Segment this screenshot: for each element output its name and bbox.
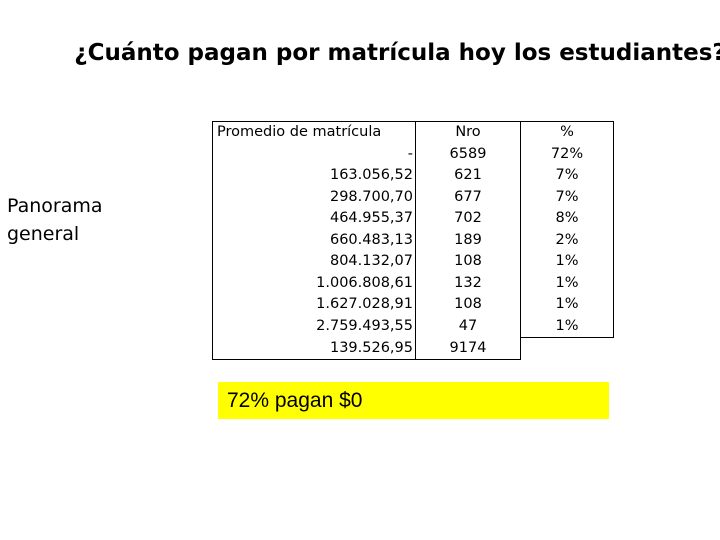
cell-promedio: 163.056,52	[212, 165, 416, 187]
cell-promedio: 1.627.028,91	[212, 294, 416, 316]
cell-promedio: 660.483,13	[212, 229, 416, 251]
cell-nro: 132	[415, 272, 521, 294]
cell-pct: 72%	[520, 143, 614, 165]
table-row: 804.132,07 108 1%	[212, 251, 614, 273]
header-nro: Nro	[415, 121, 521, 144]
cell-nro: 108	[415, 294, 521, 316]
cell-promedio: 464.955,37	[212, 208, 416, 230]
cell-pct: 1%	[520, 272, 614, 294]
table-row: 660.483,13 189 2%	[212, 229, 614, 251]
cell-pct: 2%	[520, 229, 614, 251]
highlight-callout: 72% pagan $0	[218, 382, 609, 419]
cell-pct: 7%	[520, 165, 614, 187]
cell-promedio: -	[212, 143, 416, 165]
side-label: Panorama general	[7, 195, 103, 245]
tuition-table: Promedio de matrícula Nro % - 6589 72% 1…	[212, 121, 614, 360]
table-row: 1.006.808,61 132 1%	[212, 272, 614, 294]
table-row: 2.759.493,55 47 1%	[212, 315, 614, 338]
cell-nro: 6589	[415, 143, 521, 165]
header-promedio: Promedio de matrícula	[212, 121, 416, 144]
cell-pct: 7%	[520, 186, 614, 208]
table-row: 1.627.028,91 108 1%	[212, 294, 614, 316]
cell-nro: 47	[415, 315, 521, 338]
cell-promedio: 804.132,07	[212, 251, 416, 273]
table-total-row: 139.526,95 9174	[212, 337, 614, 360]
header-pct: %	[520, 121, 614, 144]
cell-pct: 1%	[520, 294, 614, 316]
table-header-row: Promedio de matrícula Nro %	[212, 121, 614, 144]
cell-pct: 8%	[520, 208, 614, 230]
cell-pct: 1%	[520, 251, 614, 273]
table-row: 464.955,37 702 8%	[212, 208, 614, 230]
cell-promedio: 1.006.808,61	[212, 272, 416, 294]
cell-nro-total: 9174	[415, 337, 521, 360]
table-row: 163.056,52 621 7%	[212, 165, 614, 187]
cell-nro: 702	[415, 208, 521, 230]
table-row: 298.700,70 677 7%	[212, 186, 614, 208]
slide-title: ¿Cuánto pagan por matrícula hoy los estu…	[74, 40, 720, 66]
cell-nro: 189	[415, 229, 521, 251]
cell-nro: 677	[415, 186, 521, 208]
table-row: - 6589 72%	[212, 143, 614, 165]
cell-pct: 1%	[520, 315, 614, 338]
cell-promedio: 298.700,70	[212, 186, 416, 208]
cell-promedio-total: 139.526,95	[212, 337, 416, 360]
cell-nro: 108	[415, 251, 521, 273]
cell-nro: 621	[415, 165, 521, 187]
cell-pct-total	[521, 338, 614, 360]
cell-promedio: 2.759.493,55	[212, 315, 416, 338]
